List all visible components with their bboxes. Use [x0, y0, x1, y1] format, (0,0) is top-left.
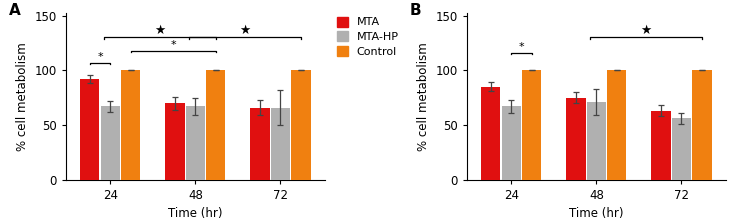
Bar	[671, 119, 691, 180]
Bar	[566, 98, 586, 180]
Bar	[586, 102, 606, 180]
Text: B: B	[410, 3, 421, 18]
Bar	[481, 87, 501, 180]
Bar	[121, 70, 140, 180]
Bar	[270, 107, 290, 180]
Bar	[652, 111, 671, 180]
Bar	[522, 70, 542, 180]
Y-axis label: % cell metabolism: % cell metabolism	[16, 42, 29, 151]
Text: ★: ★	[240, 24, 251, 37]
Bar	[607, 70, 627, 180]
Bar	[185, 106, 205, 180]
Bar	[100, 106, 120, 180]
Bar	[291, 70, 311, 180]
Text: A: A	[9, 3, 21, 18]
Bar	[501, 106, 521, 180]
Text: ★: ★	[154, 24, 166, 37]
Text: *: *	[519, 42, 524, 52]
Text: ★: ★	[641, 24, 652, 37]
Bar	[165, 103, 185, 180]
Legend: MTA, MTA-HP, Control: MTA, MTA-HP, Control	[336, 16, 399, 58]
Y-axis label: % cell metabolism: % cell metabolism	[417, 42, 430, 151]
X-axis label: Time (hr): Time (hr)	[168, 207, 223, 220]
Text: *: *	[97, 52, 103, 62]
X-axis label: Time (hr): Time (hr)	[569, 207, 624, 220]
Bar	[250, 107, 270, 180]
Bar	[206, 70, 226, 180]
Text: *: *	[170, 40, 176, 50]
Bar	[80, 79, 100, 180]
Bar	[692, 70, 712, 180]
